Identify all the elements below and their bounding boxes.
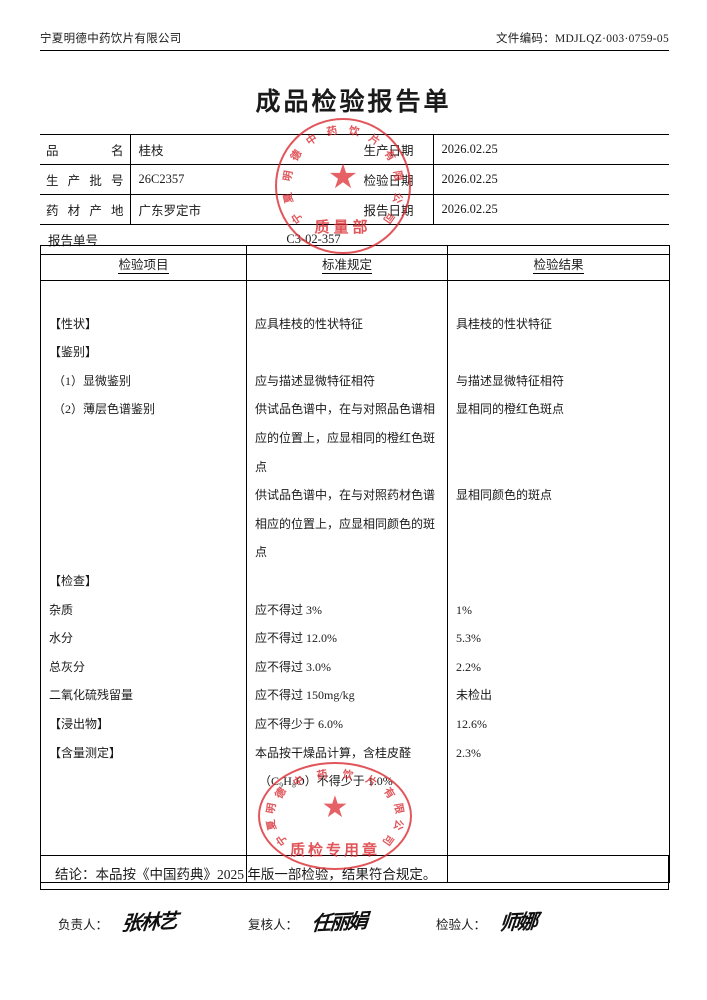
item-impurity: 杂质 [49, 602, 74, 617]
item-xingzhuang: 【性状】 [49, 316, 98, 331]
results-column: · 具桂枝的性状特征 · 与描述显微特征相符 显相同的橙红色斑点 · · 显相同… [447, 280, 670, 883]
report-date-value: 2026.02.25 [433, 194, 669, 225]
result-assay: 2.3% [456, 745, 481, 760]
product-info-table: 品 名 桂枝 生产日期 2026.02.25 生产批号 26C2357 检验日期… [40, 134, 669, 255]
test-date-label: 检验日期 [344, 164, 434, 195]
table-row: 药材产地 广东罗定市 报告日期 2026.02.25 [40, 194, 669, 225]
standard-tlc: 供试品色谱中，在与对照品色谱相应的位置上，应显相同的橙红色斑点 [255, 402, 436, 474]
signature-label: 复核人： [248, 918, 299, 932]
standard-xingzhuang: 应具桂枝的性状特征 [255, 316, 364, 331]
conclusion-text: 结论：本品按《中国药典》2025 年版一部检验，结果符合规定。 [40, 855, 669, 890]
standard-assay-line2: （C₉H₈O）不得少于 1.0% [259, 774, 393, 789]
table-row: 结论：本品按《中国药典》2025 年版一部检验，结果符合规定。 [40, 855, 669, 890]
signature-label: 负责人： [58, 918, 109, 932]
standard-moisture: 应不得过 12.0% [255, 631, 337, 646]
production-date-value: 2026.02.25 [433, 134, 669, 165]
origin-label: 药材产地 [40, 194, 131, 225]
result-tlc: 显相同的橙红色斑点 [456, 402, 565, 417]
standard-microscopic: 应与描述显微特征相符 [255, 373, 376, 388]
document-code: 文件编码：MDJLQZ·003·0759-05 [496, 33, 669, 45]
table-body-row: · 【性状】 【鉴别】 （1）显微鉴别 （2）薄层色谱鉴别 · · · · · … [40, 280, 670, 883]
test-date-value: 2026.02.25 [433, 164, 669, 195]
inspection-results-table: 检验项目 标准规定 检验结果 · 【性状】 【鉴别】 （1）显微鉴别 （2）薄层… [40, 245, 670, 883]
report-date-label: 报告日期 [344, 194, 434, 225]
result-microscopic: 与描述显微特征相符 [456, 373, 565, 388]
batch-label: 生产批号 [40, 164, 131, 195]
letterhead: 宁夏明德中药饮片有限公司 文件编码：MDJLQZ·003·0759-05 [40, 30, 669, 46]
result-tlc-material: 显相同颜色的斑点 [456, 488, 553, 503]
signature-handwriting: 师娜 [498, 909, 538, 935]
table-header-row: 检验项目 标准规定 检验结果 [40, 245, 670, 281]
result-so2-residue: 未检出 [456, 688, 493, 703]
origin-value: 广东罗定市 [130, 194, 345, 225]
signature-label: 检验人： [436, 918, 487, 932]
item-so2-residue: 二氧化硫残留量 [49, 688, 134, 703]
product-name-label: 品 名 [40, 134, 131, 165]
signature-handwriting: 任丽娟 [310, 908, 368, 936]
standard-impurity: 应不得过 3% [255, 602, 322, 617]
page-title: 成品检验报告单 [255, 89, 452, 116]
item-jianbie: 【鉴别】 [49, 345, 98, 360]
standard-assay: 本品按干燥品计算，含桂皮醛 [255, 745, 412, 760]
item-jiancha: 【检查】 [49, 573, 98, 588]
production-date-label: 生产日期 [344, 134, 434, 165]
column-header-standard: 标准规定 [246, 245, 448, 281]
table-row: 品 名 桂枝 生产日期 2026.02.25 [40, 134, 669, 165]
standard-so2-residue: 应不得过 150mg/kg [255, 688, 355, 703]
item-tlc: （2）薄层色谱鉴别 [53, 402, 156, 417]
table-row: 生产批号 26C2357 检验日期 2026.02.25 [40, 164, 669, 195]
column-header-result: 检验结果 [447, 245, 670, 281]
standard-total-ash: 应不得过 3.0% [255, 659, 331, 674]
result-impurity: 1% [456, 602, 472, 617]
item-total-ash: 总灰分 [49, 659, 86, 674]
column-header-item: 检验项目 [40, 245, 247, 281]
item-extract: 【浸出物】 [49, 716, 110, 731]
signature-row: 负责人： 张林艺 复核人： 任丽娟 检验人： 师娜 [40, 900, 669, 946]
standard-extract: 应不得少于 6.0% [255, 716, 343, 731]
standards-column: · 应具桂枝的性状特征 · 应与描述显微特征相符 供试品色谱中，在与对照品色谱相… [246, 280, 448, 883]
signature-inspector: 检验人： 师娜 [436, 906, 538, 935]
items-column: · 【性状】 【鉴别】 （1）显微鉴别 （2）薄层色谱鉴别 · · · · · … [40, 280, 247, 883]
batch-value: 26C2357 [130, 164, 345, 195]
signature-reviewer: 复核人： 任丽娟 [248, 906, 368, 936]
item-microscopic: （1）显微鉴别 [53, 373, 132, 388]
item-moisture: 水分 [49, 631, 74, 646]
result-total-ash: 2.2% [456, 659, 481, 674]
result-xingzhuang: 具桂枝的性状特征 [456, 316, 553, 331]
result-moisture: 5.3% [456, 631, 481, 646]
conclusion-table: 结论：本品按《中国药典》2025 年版一部检验，结果符合规定。 [40, 855, 669, 890]
header-divider [40, 50, 669, 51]
signature-handwriting: 张林艺 [120, 908, 178, 936]
result-extract: 12.6% [456, 716, 487, 731]
signature-responsible: 负责人： 张林艺 [58, 906, 178, 936]
item-assay: 【含量测定】 [49, 745, 122, 760]
standard-tlc-material: 供试品色谱中，在与对照药材色谱相应的位置上，应显相同颜色的斑点 [255, 488, 436, 560]
product-name-value: 桂枝 [130, 134, 345, 165]
company-name: 宁夏明德中药饮片有限公司 [40, 33, 182, 45]
